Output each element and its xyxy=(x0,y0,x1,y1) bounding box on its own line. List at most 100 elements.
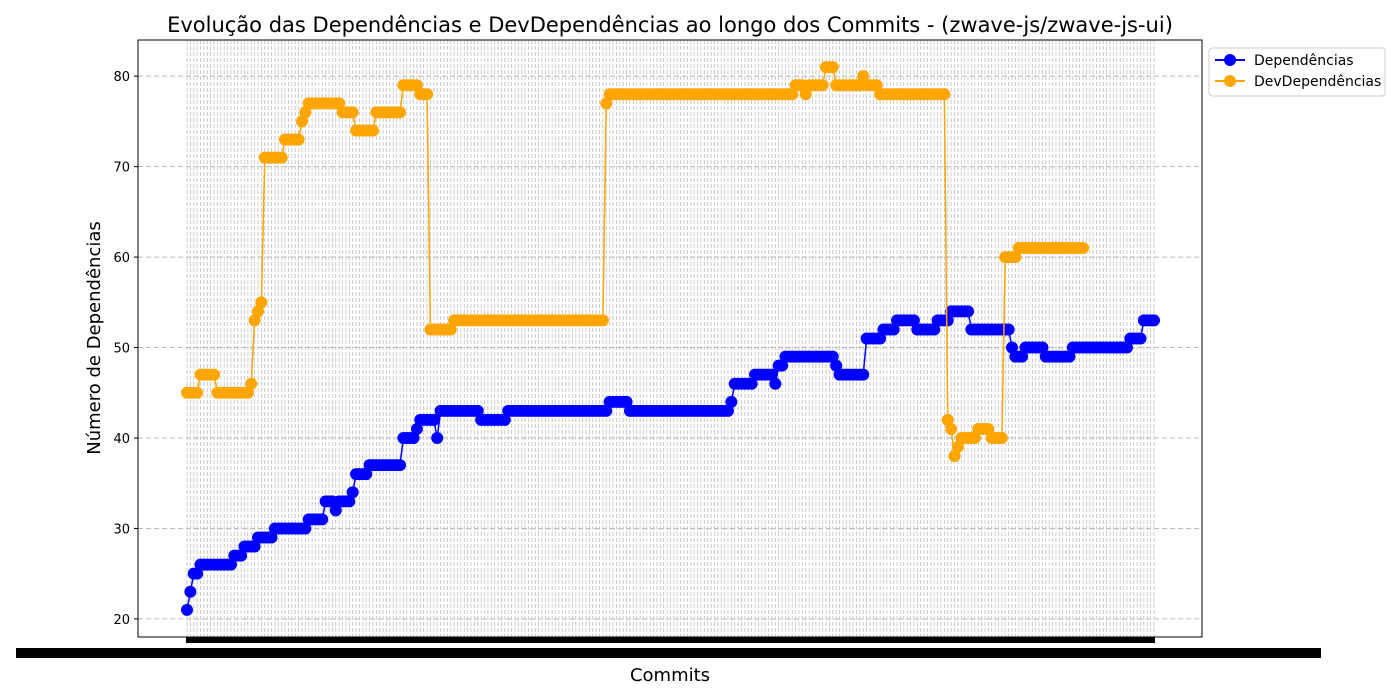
data-point xyxy=(725,395,738,408)
y-tick-label: 50 xyxy=(113,342,130,357)
data-point xyxy=(907,314,920,327)
data-point xyxy=(316,513,329,526)
data-point xyxy=(329,504,342,517)
y-ticks: 20 30 40 50 60 70 80 xyxy=(113,70,138,628)
data-point xyxy=(941,314,954,327)
series-devdependencias xyxy=(181,61,1089,463)
data-point xyxy=(394,106,407,119)
data-point xyxy=(1009,251,1022,264)
data-point xyxy=(945,422,958,435)
data-point xyxy=(941,413,954,426)
data-point xyxy=(471,404,484,417)
data-point xyxy=(366,124,379,137)
data-point xyxy=(1148,314,1160,327)
data-point xyxy=(765,368,778,381)
data-point xyxy=(620,395,633,408)
data-point xyxy=(968,432,981,444)
grid xyxy=(138,40,1202,637)
data-point xyxy=(191,386,204,399)
data-point xyxy=(252,305,264,318)
data-point xyxy=(982,422,995,435)
series-layer xyxy=(181,61,1160,616)
data-point xyxy=(275,151,288,164)
legend-box xyxy=(1208,47,1386,97)
y-tick-label: 60 xyxy=(113,251,130,266)
data-point xyxy=(874,332,887,345)
data-point xyxy=(786,88,799,101)
data-point xyxy=(255,296,268,309)
data-point xyxy=(745,377,758,390)
x-tick-labels-overlapped xyxy=(16,648,1321,658)
data-point xyxy=(299,106,312,119)
data-point xyxy=(857,70,870,83)
y-tick-label: 80 xyxy=(113,70,130,85)
data-point xyxy=(799,88,812,101)
data-point xyxy=(1005,341,1018,354)
data-point xyxy=(208,368,221,381)
data-point xyxy=(498,413,511,426)
data-point xyxy=(265,531,278,544)
y-tick-label: 40 xyxy=(113,432,130,447)
data-point xyxy=(333,97,346,110)
data-point xyxy=(191,567,204,580)
chart-title: Evolução das Dependências e DevDependênc… xyxy=(167,13,1173,37)
data-point xyxy=(444,323,457,336)
data-point xyxy=(995,432,1008,444)
y-axis-label: Número de Dependências xyxy=(84,221,105,455)
data-point xyxy=(1120,341,1133,354)
data-point xyxy=(928,323,941,336)
legend: Dependências DevDependências xyxy=(1208,47,1386,97)
y-tick-label: 30 xyxy=(113,522,130,537)
data-point xyxy=(431,432,444,444)
data-point xyxy=(938,88,951,101)
legend-marker-devdependencias xyxy=(1224,75,1236,87)
data-point xyxy=(421,88,434,101)
data-point xyxy=(769,377,782,390)
data-point xyxy=(299,522,312,535)
data-point xyxy=(346,106,359,119)
data-point xyxy=(1134,332,1147,345)
x-tick-marks xyxy=(186,637,1155,643)
data-point xyxy=(600,97,613,110)
data-point xyxy=(343,495,356,508)
data-point xyxy=(292,133,305,146)
data-point xyxy=(1016,350,1029,363)
plot-frame xyxy=(137,39,1203,638)
data-point xyxy=(248,314,261,327)
data-point xyxy=(962,305,975,318)
legend-marker-dependencias xyxy=(1224,54,1236,66)
data-point xyxy=(427,413,440,426)
data-point xyxy=(346,486,359,499)
data-point xyxy=(816,79,829,92)
legend-label-dependencias: Dependências xyxy=(1254,53,1354,69)
data-point xyxy=(776,359,789,372)
data-point xyxy=(596,314,609,327)
data-point xyxy=(948,450,961,463)
data-point xyxy=(407,432,420,444)
data-point xyxy=(1036,341,1049,354)
legend-label-devdependencias: DevDependências xyxy=(1254,74,1381,90)
data-point xyxy=(1077,242,1089,255)
data-point xyxy=(245,377,258,390)
data-point xyxy=(830,359,843,372)
data-point xyxy=(295,115,308,128)
series-dependencias xyxy=(181,305,1160,616)
x-ticks xyxy=(16,637,1321,658)
data-point xyxy=(394,459,407,472)
data-point xyxy=(721,404,734,417)
data-point xyxy=(870,79,883,92)
data-point xyxy=(184,585,197,598)
data-point xyxy=(235,549,248,562)
data-point xyxy=(410,79,423,92)
data-point xyxy=(1063,350,1076,363)
data-point xyxy=(887,323,900,336)
series-line xyxy=(187,66,1083,457)
data-point xyxy=(224,558,237,571)
data-point xyxy=(410,422,423,435)
data-point xyxy=(248,540,261,553)
data-point xyxy=(600,404,613,417)
data-point xyxy=(181,603,193,616)
data-point xyxy=(241,386,254,399)
y-tick-label: 20 xyxy=(113,613,130,628)
